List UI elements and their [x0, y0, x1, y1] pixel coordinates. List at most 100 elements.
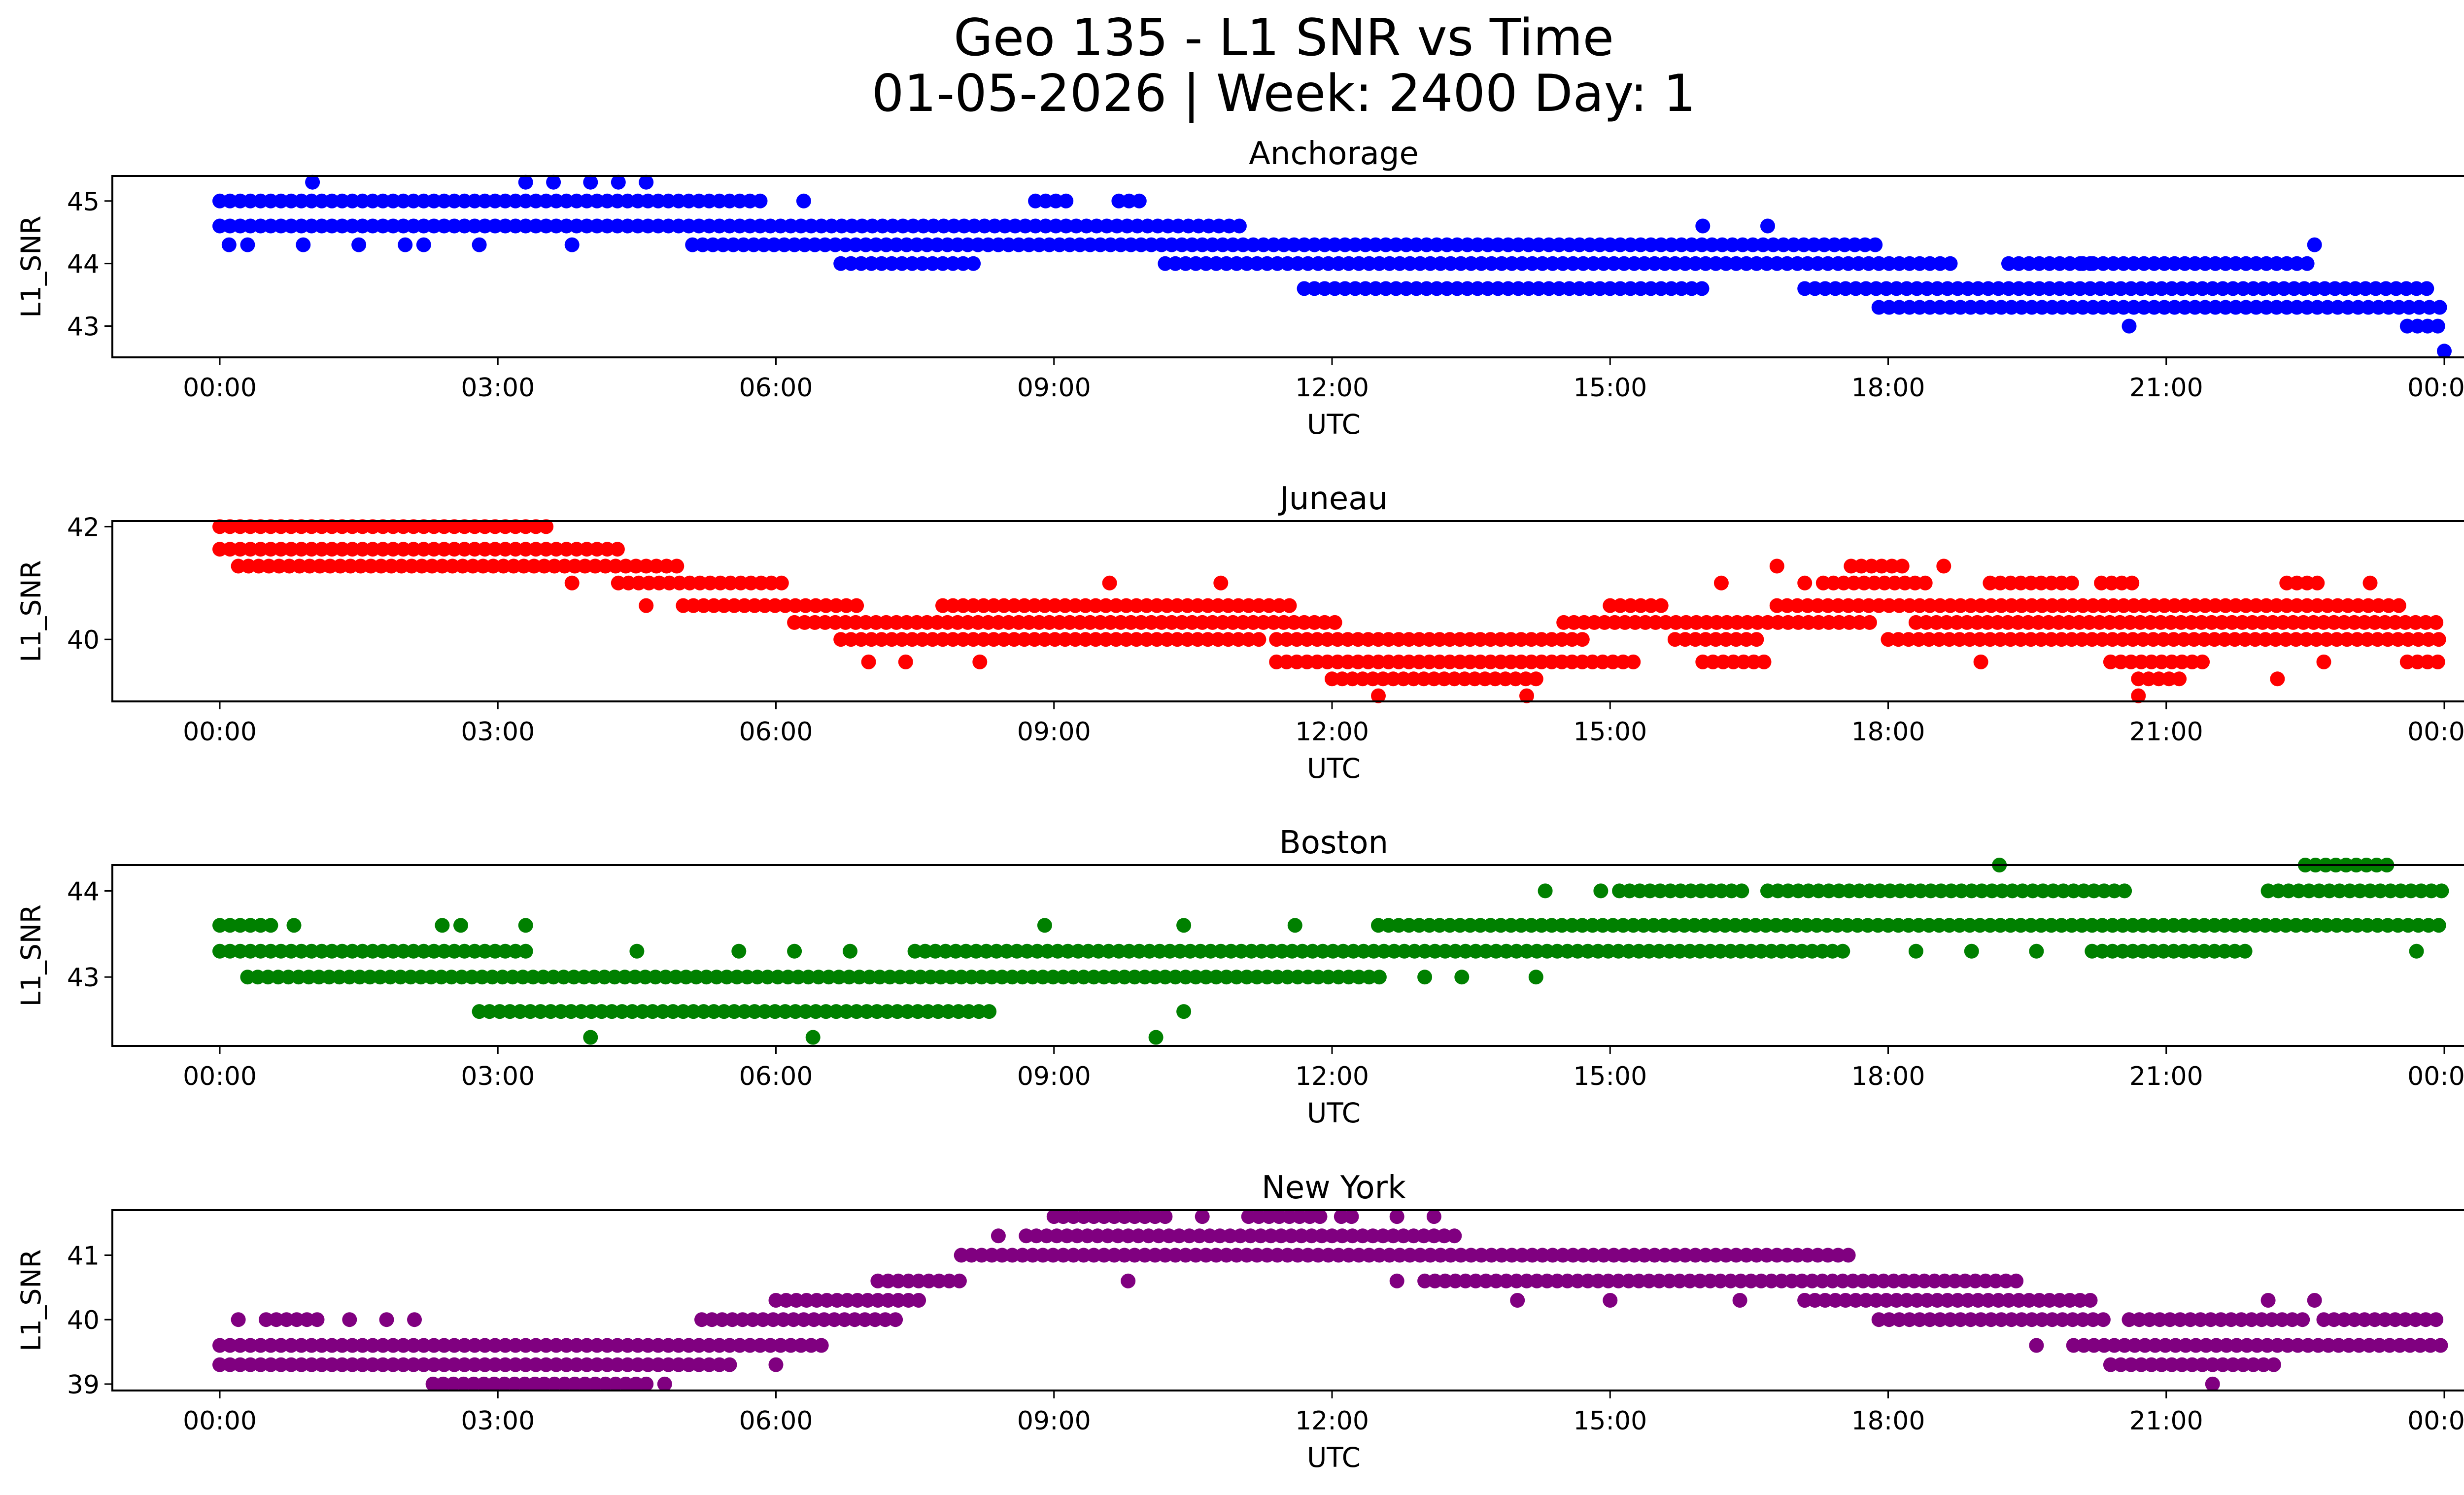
data-point — [2167, 300, 2182, 315]
data-point — [579, 1338, 594, 1353]
data-point — [1882, 256, 1897, 271]
data-point — [1800, 1248, 1815, 1263]
data-point — [2259, 598, 2274, 613]
data-point — [1158, 256, 1173, 271]
data-point — [1320, 654, 1335, 669]
data-point — [365, 193, 380, 209]
data-point — [259, 1312, 274, 1327]
data-point — [1846, 575, 1861, 591]
data-point — [1944, 883, 1959, 899]
data-point — [1575, 1248, 1591, 1263]
data-point — [2154, 281, 2169, 296]
data-point — [1088, 598, 1103, 613]
data-point — [1210, 632, 1226, 647]
data-point — [1127, 1248, 1142, 1263]
data-point — [385, 1338, 401, 1353]
data-point — [309, 1312, 325, 1327]
data-point — [1760, 883, 1775, 899]
data-point — [2194, 615, 2209, 630]
data-point — [1931, 632, 1947, 647]
data-point — [1371, 1248, 1387, 1263]
data-point — [416, 542, 431, 557]
data-point — [2153, 615, 2168, 630]
data-point — [1519, 943, 1534, 959]
data-point — [2433, 1338, 2448, 1353]
data-point — [559, 193, 574, 209]
data-point — [1688, 256, 1703, 271]
data-point — [1566, 615, 1581, 630]
data-point — [1483, 654, 1498, 669]
data-point — [1585, 654, 1600, 669]
data-point — [1949, 615, 1964, 630]
data-point — [1576, 615, 1592, 630]
data-point — [2123, 654, 2139, 669]
data-point — [1310, 256, 1326, 271]
data-point — [1079, 218, 1094, 234]
data-point — [1677, 256, 1693, 271]
y-tick-label: 44 — [67, 250, 100, 279]
data-point — [671, 1338, 686, 1353]
data-point — [843, 632, 858, 647]
data-point — [858, 237, 873, 252]
data-point — [1590, 1273, 1606, 1288]
data-point — [506, 558, 521, 574]
data-point — [796, 1312, 811, 1327]
data-point — [1942, 632, 1957, 647]
data-point — [513, 1004, 528, 1019]
data-point — [1334, 1209, 1349, 1224]
data-point — [1791, 615, 1806, 630]
data-point — [1922, 1312, 1938, 1327]
data-point — [253, 918, 268, 933]
data-point — [2350, 918, 2365, 933]
data-point — [1371, 654, 1386, 669]
data-point — [1653, 598, 1669, 613]
data-point — [253, 193, 268, 209]
data-point — [779, 1293, 794, 1308]
data-point — [1991, 281, 2006, 296]
data-point — [1623, 281, 1638, 296]
data-point — [2218, 300, 2233, 315]
data-point — [212, 193, 227, 209]
data-point — [1292, 1209, 1307, 1224]
data-point — [765, 1312, 781, 1327]
data-point — [1371, 688, 1386, 703]
data-point — [798, 1004, 813, 1019]
data-point — [274, 519, 289, 534]
x-tick-label: 03:00 — [461, 717, 535, 747]
data-point — [1909, 281, 1924, 296]
data-point — [2107, 883, 2122, 899]
data-point — [768, 1357, 784, 1372]
data-point — [294, 943, 309, 959]
data-point — [1952, 632, 1967, 647]
data-point — [1980, 615, 1995, 630]
data-point — [233, 943, 248, 959]
data-point — [324, 193, 340, 209]
data-point — [2310, 598, 2325, 613]
data-point — [1411, 654, 1427, 669]
data-point — [1052, 615, 1067, 630]
data-point — [1195, 237, 1210, 252]
data-point — [1841, 256, 1856, 271]
data-point — [1409, 237, 1424, 252]
data-point — [589, 1357, 605, 1372]
data-point — [740, 970, 755, 985]
data-point — [1657, 256, 1673, 271]
data-point — [640, 218, 655, 234]
data-point — [426, 519, 442, 534]
data-point — [516, 558, 531, 574]
data-point — [2347, 1312, 2362, 1327]
data-point — [1874, 558, 1889, 574]
data-point — [274, 542, 289, 557]
data-point — [1540, 943, 1555, 959]
data-point — [672, 575, 687, 591]
data-point — [610, 218, 625, 234]
data-point — [345, 193, 360, 209]
data-point — [766, 237, 782, 252]
data-point — [688, 970, 704, 985]
data-point — [1908, 943, 1923, 959]
data-point — [548, 542, 564, 557]
data-point — [1361, 632, 1376, 647]
data-point — [1208, 256, 1224, 271]
data-point — [1362, 1248, 1377, 1263]
data-point — [1314, 1228, 1330, 1244]
